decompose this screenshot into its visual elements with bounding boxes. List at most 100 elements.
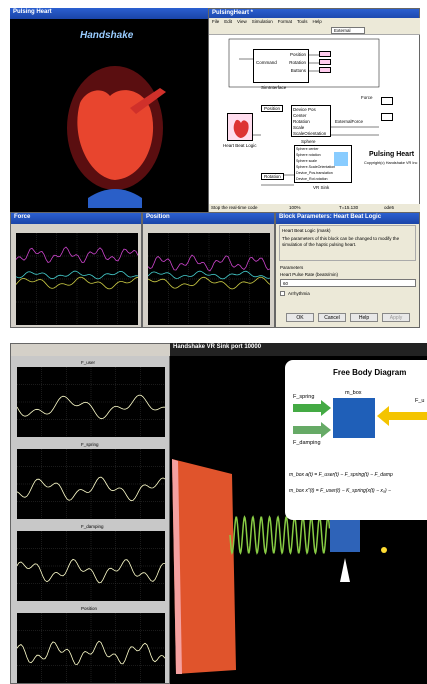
block-caption: SimInterface: [261, 85, 287, 90]
out-block: [381, 97, 393, 105]
scope-title: Force: [11, 213, 141, 224]
dialog-title: Block Parameters: Heart Beat Logic: [276, 213, 419, 224]
copyright: Copyright(c) Handshake VR Inc: [364, 161, 418, 165]
menu-item[interactable]: View: [237, 19, 247, 24]
viewer-title: Pulsing Heart: [10, 8, 208, 19]
heart-icon-shape: [233, 119, 249, 138]
plot: [17, 367, 165, 437]
equation: m_box a(t) = F_user(t) − F_spring(t) − F…: [289, 472, 393, 478]
wall: [172, 459, 236, 674]
box: [330, 518, 360, 552]
menu-item[interactable]: Simulation: [251, 19, 273, 24]
menu-item[interactable]: Tools: [297, 19, 308, 24]
help-button[interactable]: Help: [350, 313, 378, 322]
out-block: [319, 67, 331, 73]
trace: [148, 270, 270, 280]
block-caption: Sphere: [301, 139, 316, 144]
mask-box: Heart Beat Logic (mask) The parameters o…: [279, 225, 416, 261]
scope-title: Position: [143, 213, 274, 224]
apply-button[interactable]: Apply: [382, 313, 410, 322]
port-label: ScaleOrientation: [293, 131, 327, 136]
port-label: Command: [256, 60, 277, 65]
status: T=15.130: [339, 205, 359, 210]
heart-icon: [233, 119, 249, 138]
ok-button[interactable]: OK: [286, 313, 314, 322]
sink-title: Handshake VR Sink port 10000: [170, 343, 427, 356]
vr-cube: [334, 152, 348, 166]
port-label: Sphere rotation: [296, 153, 321, 157]
mass-box: [333, 398, 375, 438]
trace: [148, 254, 270, 272]
rate-input[interactable]: 60: [280, 279, 416, 287]
plot-title: F_damping: [81, 524, 104, 529]
trace: [148, 276, 270, 290]
out-block: [319, 51, 331, 57]
user-arrow: [377, 406, 427, 426]
port-label: ExternalForce: [335, 119, 364, 124]
plot: [17, 613, 165, 683]
trace: [17, 394, 165, 420]
spring: [229, 515, 331, 555]
trace: [17, 476, 165, 502]
arrow-label: F_u: [415, 398, 425, 404]
fbd-arrows: [293, 400, 427, 438]
block-caption: Heart Beat Logic: [223, 143, 257, 148]
trace: [17, 640, 165, 666]
port-label: Device Pos: [293, 107, 316, 112]
fbd-panel: Free Body Diagram m_box F_spring F_dampi…: [285, 360, 427, 520]
status: Stop the real-time code: [211, 205, 258, 210]
mode-select[interactable]: External: [331, 27, 365, 34]
port-label: Rotation: [293, 119, 310, 124]
sphere-block[interactable]: Device Pos Center Rotation Scale ScaleOr…: [291, 105, 331, 137]
dialog: Block Parameters: Heart Beat Logic Heart…: [275, 212, 420, 328]
scope-window: Force: [10, 212, 142, 328]
heart-scene: [67, 66, 166, 208]
cone: [340, 558, 350, 582]
vrsink-block[interactable]: Sphere center Sphere rotation Sphere sca…: [294, 145, 352, 183]
out-block: [381, 113, 393, 121]
mass-label: m_box: [345, 390, 362, 396]
cancel-button[interactable]: Cancel: [318, 313, 346, 322]
model-caption: Pulsing Heart: [369, 151, 415, 158]
trace: [16, 246, 138, 263]
plot-title: Position: [81, 606, 98, 611]
port-label: Position: [289, 52, 306, 57]
trace: [17, 558, 165, 584]
group-label: Parameters: [280, 265, 304, 270]
menu-item[interactable]: Help: [312, 19, 322, 24]
model-window: PulsingHeart * File Edit View Simulation For…: [208, 8, 420, 212]
port-label: Sphere.ScaleOrientation: [296, 165, 336, 169]
menu-item[interactable]: Format: [277, 19, 292, 24]
viewer-window: Pulsing Heart Handshake: [10, 8, 208, 212]
plot: [17, 531, 165, 601]
equation: m_box x″(t) = F_user(t) − K_spring(x(t) …: [289, 488, 391, 494]
plot-title: F_spring: [81, 442, 99, 447]
heart: [77, 90, 154, 180]
goto-tag: Rotation: [261, 173, 284, 180]
port-label: Scale: [293, 125, 305, 130]
toolbar: External: [209, 26, 420, 35]
goto-tag: Position: [261, 105, 284, 112]
menu-item[interactable]: File: [212, 19, 220, 24]
probe: [381, 547, 387, 553]
siminterface-block[interactable]: Position Rotation Buttons Command: [253, 49, 309, 83]
port-label: Sphere scale: [296, 159, 317, 163]
out-block: [319, 59, 331, 65]
plot-title: F_user: [81, 360, 96, 365]
arrow-label: F_damping: [293, 440, 321, 446]
trace: [16, 270, 138, 280]
port-label: Center: [293, 113, 307, 118]
device-base: [88, 189, 142, 208]
damping-arrow: [293, 422, 331, 438]
checkbox-label: Arrhythmia: [288, 291, 310, 296]
menu-bar: File Edit View Simulation Format Tools Help: [209, 18, 420, 26]
scope-stack: F_user F_spring F_damping Position: [10, 343, 170, 684]
checkbox[interactable]: [280, 291, 285, 296]
heart-block[interactable]: [227, 113, 253, 141]
model-title: PulsingHeart *: [209, 9, 419, 20]
port-label: Sphere center: [296, 147, 319, 151]
spring-arrow: [293, 400, 331, 416]
vr-window: Handshake VR Sink port 10000 Free Body D…: [170, 343, 427, 684]
menu-item[interactable]: Edit: [224, 19, 233, 24]
